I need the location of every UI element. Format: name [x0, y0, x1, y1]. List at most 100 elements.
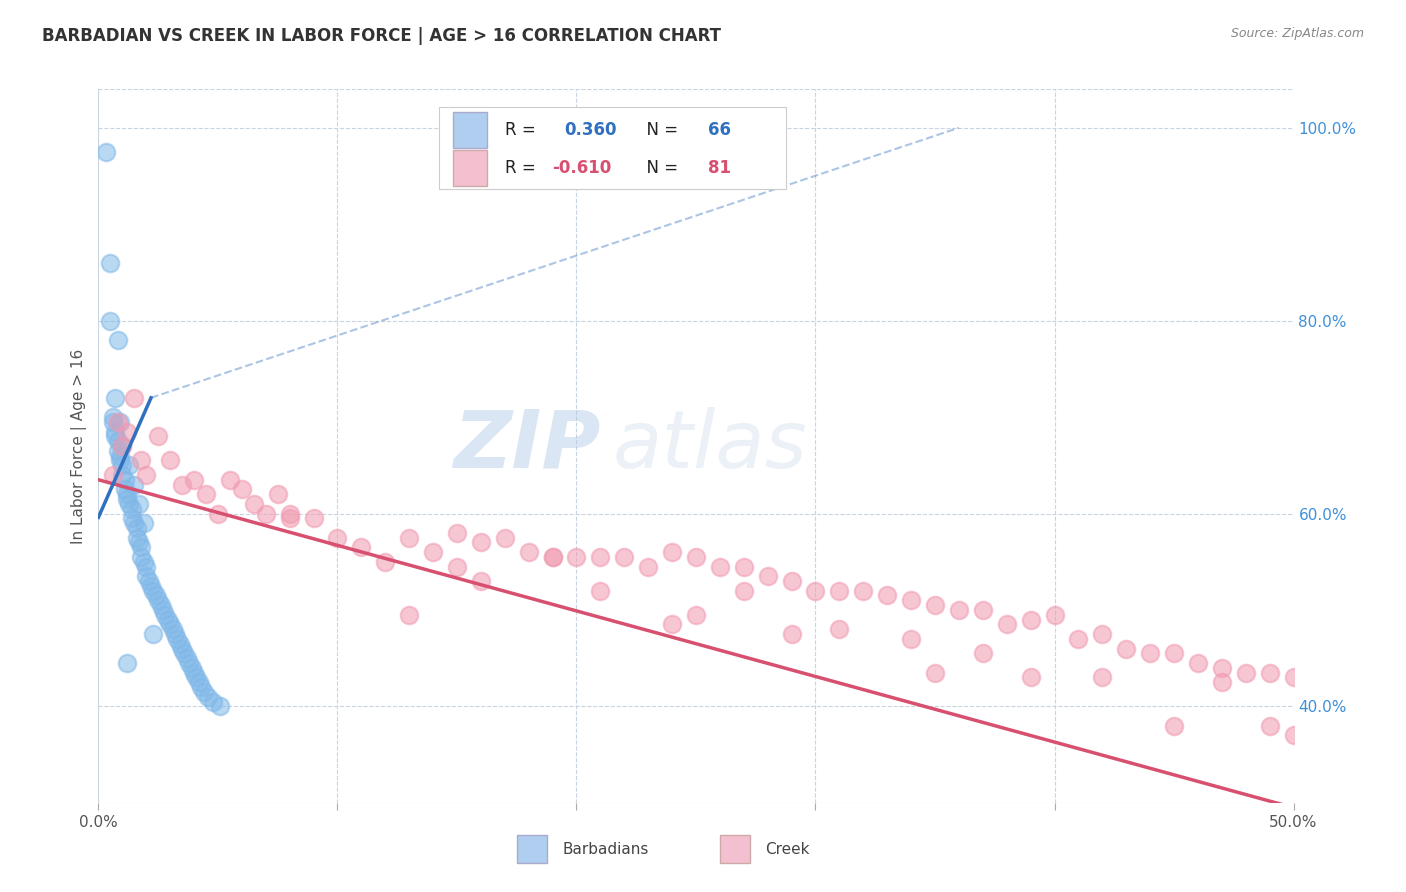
Point: [183, 665, 205, 680]
Point: [470, 535, 492, 549]
Point: [142, 583, 165, 598]
Point: [1091, 670, 1114, 684]
Point: [900, 593, 922, 607]
Point: [118, 497, 141, 511]
Point: [166, 632, 188, 646]
Point: [104, 429, 127, 443]
Text: ZIP: ZIP: [453, 407, 600, 485]
Point: [446, 525, 468, 540]
Point: [115, 425, 138, 439]
Point: [1211, 675, 1233, 690]
Point: [115, 491, 138, 506]
Point: [108, 453, 131, 467]
Point: [733, 583, 755, 598]
Point: [398, 607, 420, 622]
Point: [197, 690, 219, 704]
Point: [804, 583, 827, 598]
Point: [1019, 613, 1042, 627]
Text: R =: R =: [505, 159, 541, 177]
Point: [422, 545, 444, 559]
Point: [1163, 646, 1185, 660]
Text: 81: 81: [709, 159, 731, 177]
Point: [159, 617, 181, 632]
FancyBboxPatch shape: [439, 107, 786, 189]
Point: [128, 497, 150, 511]
Point: [541, 549, 564, 564]
Y-axis label: In Labor Force | Age > 16: In Labor Force | Age > 16: [72, 349, 87, 543]
Point: [187, 675, 209, 690]
Point: [828, 622, 851, 636]
Point: [132, 516, 155, 530]
Point: [852, 583, 875, 598]
Point: [148, 429, 170, 443]
Point: [541, 549, 564, 564]
Point: [1211, 661, 1233, 675]
Point: [135, 467, 157, 482]
Point: [900, 632, 922, 646]
Point: [1282, 670, 1305, 684]
Point: [1139, 646, 1161, 660]
Text: -0.610: -0.610: [553, 159, 612, 177]
Point: [193, 685, 215, 699]
Text: 0.360: 0.360: [565, 121, 617, 139]
Point: [186, 670, 208, 684]
Point: [924, 598, 946, 612]
Point: [243, 497, 266, 511]
Point: [1258, 665, 1281, 680]
Point: [254, 507, 277, 521]
Point: [111, 439, 134, 453]
Point: [948, 603, 970, 617]
Point: [101, 415, 124, 429]
Point: [172, 641, 194, 656]
Point: [589, 583, 612, 598]
Point: [231, 483, 253, 497]
Point: [202, 694, 225, 708]
Text: Creek: Creek: [765, 842, 810, 856]
Point: [828, 583, 851, 598]
Point: [111, 458, 134, 473]
Point: [1067, 632, 1090, 646]
Point: [107, 443, 129, 458]
Point: [145, 589, 167, 603]
Point: [125, 531, 148, 545]
Text: Barbadians: Barbadians: [562, 842, 648, 856]
Point: [1258, 719, 1281, 733]
Point: [780, 627, 803, 641]
Point: [128, 535, 150, 549]
Point: [156, 613, 179, 627]
Point: [179, 656, 201, 670]
Point: [398, 531, 420, 545]
Point: [111, 467, 134, 482]
Point: [108, 449, 131, 463]
Point: [135, 559, 157, 574]
Point: [1234, 665, 1257, 680]
Point: [517, 545, 540, 559]
Point: [101, 410, 124, 425]
Point: [121, 511, 143, 525]
Point: [302, 511, 325, 525]
Point: [114, 473, 136, 487]
Point: [107, 333, 129, 347]
Point: [124, 391, 146, 405]
Point: [108, 415, 131, 429]
Point: [780, 574, 803, 588]
Point: [278, 511, 301, 525]
Point: [1163, 719, 1185, 733]
Point: [159, 453, 181, 467]
Point: [924, 665, 946, 680]
FancyBboxPatch shape: [517, 835, 547, 863]
Point: [139, 579, 162, 593]
Point: [124, 516, 146, 530]
Point: [107, 434, 129, 449]
Point: [1043, 607, 1066, 622]
Point: [685, 607, 707, 622]
Point: [131, 453, 153, 467]
Point: [149, 598, 172, 612]
Point: [98, 256, 122, 270]
Point: [565, 549, 588, 564]
Point: [267, 487, 290, 501]
FancyBboxPatch shape: [453, 112, 486, 148]
Point: [104, 425, 127, 439]
Point: [972, 646, 994, 660]
Point: [118, 458, 141, 473]
